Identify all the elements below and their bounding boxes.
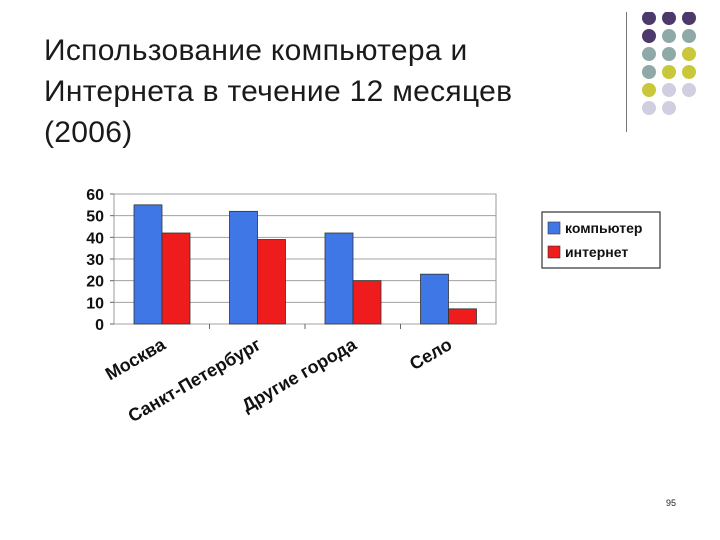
decorative-dot [642, 12, 656, 25]
bar-интернет [161, 232, 191, 325]
y-tick-label: 50 [86, 209, 104, 226]
decorative-dot [662, 12, 676, 25]
decorative-dot [662, 83, 676, 97]
title-divider [626, 12, 627, 132]
bar-компьютер [324, 232, 354, 325]
decorative-dot [642, 29, 656, 43]
y-tick-label: 30 [86, 252, 104, 269]
bar-интернет [448, 308, 477, 325]
x-category-label: Село [406, 334, 455, 374]
decorative-dot [642, 47, 656, 61]
decorative-dot [642, 101, 656, 115]
decorative-dot [642, 83, 656, 97]
bar-компьютер [420, 273, 449, 325]
decorative-dot-grid [642, 12, 696, 115]
x-category-label: Москва [102, 334, 170, 385]
bar-компьютер [229, 210, 258, 325]
legend-swatch [547, 245, 561, 259]
bar-интернет [352, 280, 382, 325]
decorative-dot [682, 29, 696, 43]
legend-label: интернет [565, 244, 628, 260]
decorative-dot [682, 12, 696, 25]
legend-swatch [547, 221, 561, 235]
slide-title: Использование компьютера и Интернета в т… [44, 34, 513, 149]
y-tick-label: 60 [86, 187, 104, 204]
page-number: 95 [665, 498, 676, 508]
y-tick-label: 10 [86, 295, 104, 312]
decorative-dot [642, 65, 656, 79]
decorative-dot [662, 101, 676, 115]
y-tick-label: 40 [86, 230, 104, 247]
decorative-dot [662, 29, 676, 43]
y-tick-label: 20 [86, 274, 104, 291]
legend-label: компьютер [565, 220, 642, 236]
legend-box [541, 211, 661, 269]
decorative-dot [662, 65, 676, 79]
decorative-dot [682, 83, 696, 97]
decorative-dot [682, 47, 696, 61]
bar-компьютер [133, 204, 163, 325]
bar-интернет [257, 239, 286, 325]
y-tick-label: 0 [95, 317, 104, 334]
chart-legend: компьютер интернет [541, 211, 661, 269]
decorative-dot [682, 65, 696, 79]
decorative-dot [662, 47, 676, 61]
